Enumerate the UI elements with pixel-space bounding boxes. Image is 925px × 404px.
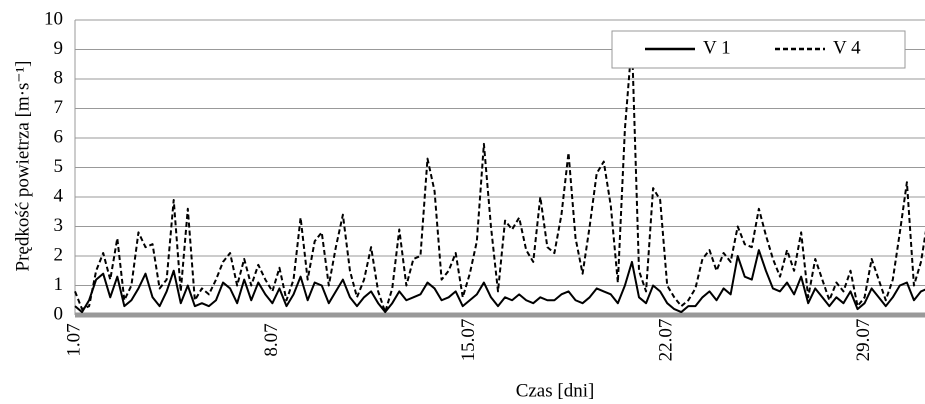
x-tick-label: 15.07 bbox=[458, 319, 479, 362]
y-tick-label: 2 bbox=[54, 244, 64, 265]
x-tick-label: 22.07 bbox=[656, 319, 677, 362]
y-tick-label: 7 bbox=[54, 97, 64, 118]
x-tick-label: 1.07 bbox=[63, 323, 84, 356]
series-line bbox=[74, 39, 925, 314]
x-axis-label: Czas [dni] bbox=[516, 380, 595, 401]
y-tick-label: 1 bbox=[54, 274, 64, 295]
y-tick-label: 9 bbox=[54, 38, 64, 59]
y-tick-label: 10 bbox=[44, 8, 63, 29]
legend-label: V 1 bbox=[703, 37, 731, 58]
y-tick-label: 5 bbox=[54, 156, 64, 177]
x-tick-label: 29.07 bbox=[853, 319, 874, 362]
y-tick-label: 4 bbox=[54, 185, 64, 206]
series-line bbox=[74, 249, 925, 314]
y-tick-label: 6 bbox=[54, 126, 64, 147]
y-tick-label: 0 bbox=[54, 303, 64, 324]
x-tick-label: 8.07 bbox=[261, 323, 282, 356]
y-axis-label: Prędkość powietrza [m·s⁻¹] bbox=[12, 61, 33, 272]
y-tick-label: 8 bbox=[54, 67, 64, 88]
y-tick-label: 3 bbox=[54, 215, 64, 236]
legend-label: V 4 bbox=[833, 37, 861, 58]
